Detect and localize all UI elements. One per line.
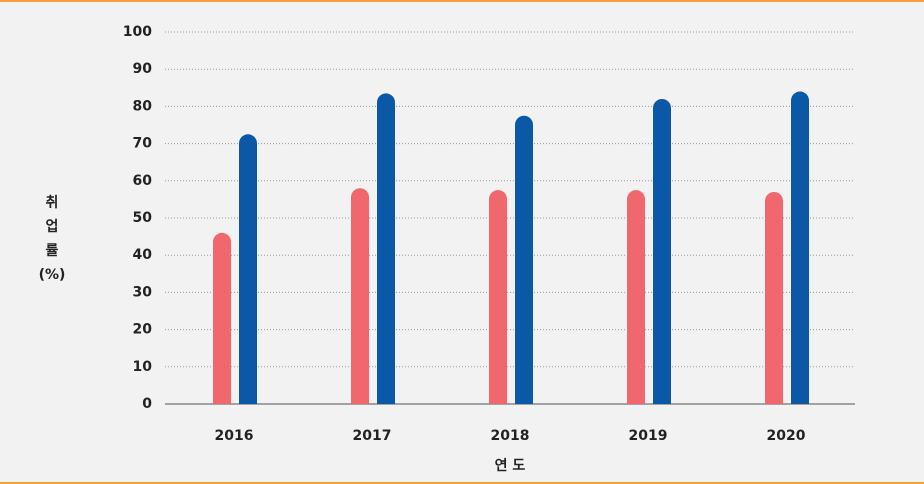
bar (627, 190, 645, 404)
y-axis-label: 률 (46, 242, 59, 259)
y-axis-label: 취 (46, 195, 59, 211)
y-tick-label: 20 (133, 322, 153, 338)
y-tick-label: 90 (133, 61, 153, 77)
x-tick-label: 2020 (767, 428, 806, 444)
bar (377, 93, 395, 404)
bar (489, 190, 507, 404)
x-axis-label: 연 도 (495, 458, 526, 474)
bar (239, 134, 257, 405)
y-tick-label: 60 (133, 173, 153, 189)
y-tick-label: 100 (123, 24, 152, 40)
y-tick-label: 30 (133, 284, 153, 300)
x-tick-label: 2016 (215, 428, 254, 444)
y-axis-label: (%) (39, 267, 66, 283)
x-tick-label: 2019 (629, 428, 668, 444)
y-tick-label: 0 (142, 396, 152, 412)
y-tick-label: 70 (133, 136, 153, 152)
y-tick-label: 40 (133, 247, 153, 263)
y-tick-label: 80 (133, 98, 153, 114)
x-tick-label: 2017 (353, 428, 392, 444)
x-tick-label: 2018 (491, 428, 530, 444)
bar (213, 232, 231, 404)
bar (351, 188, 369, 404)
bar (791, 91, 809, 404)
y-axis-label: 업 (46, 219, 59, 235)
bar (515, 115, 533, 404)
y-tick-label: 10 (133, 359, 153, 375)
y-tick-label: 50 (133, 210, 153, 226)
bar (765, 191, 783, 404)
bar (653, 98, 671, 404)
